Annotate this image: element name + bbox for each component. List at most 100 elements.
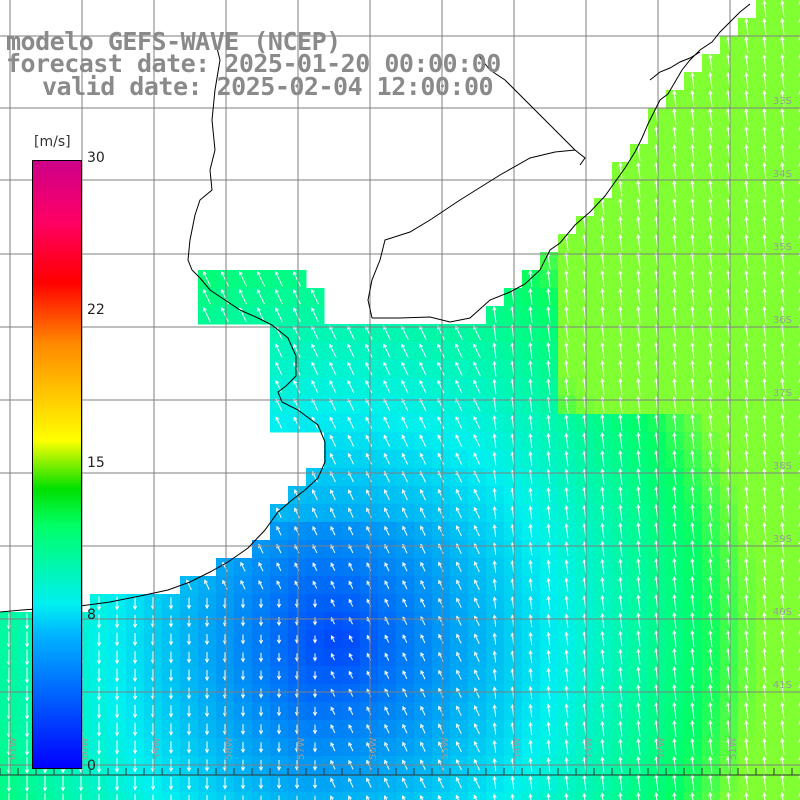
lon-label: 54W bbox=[512, 737, 523, 760]
wind-arrow bbox=[546, 703, 551, 718]
wind-arrow bbox=[492, 451, 497, 466]
wind-arrow bbox=[384, 777, 390, 788]
wind-arrow bbox=[348, 634, 353, 643]
wind-arrow bbox=[383, 343, 391, 358]
wind-arrow bbox=[762, 18, 767, 36]
wind-arrow bbox=[383, 325, 391, 340]
wind-arrow bbox=[564, 378, 569, 396]
wind-arrow bbox=[330, 562, 336, 571]
wind-arrow bbox=[672, 594, 677, 612]
wind-arrow bbox=[780, 18, 785, 36]
wind-arrow bbox=[708, 306, 713, 324]
wind-arrow bbox=[455, 416, 463, 430]
wind-arrow bbox=[690, 612, 695, 630]
wind-arrow bbox=[564, 541, 569, 556]
wind-arrow bbox=[798, 90, 800, 95]
wind-arrow bbox=[546, 505, 551, 520]
wind-cell bbox=[468, 792, 487, 800]
wind-arrow bbox=[798, 612, 800, 617]
wind-arrow bbox=[636, 180, 641, 198]
wind-arrow bbox=[204, 651, 210, 664]
wind-arrow bbox=[528, 432, 533, 449]
wind-arrow bbox=[798, 144, 800, 149]
wind-arrow bbox=[744, 378, 749, 396]
wind-arrow bbox=[492, 793, 497, 800]
wind-arrow bbox=[24, 739, 30, 756]
wind-arrow bbox=[384, 562, 390, 572]
wind-arrow bbox=[564, 595, 569, 610]
wind-arrow bbox=[762, 576, 767, 594]
wind-arrow bbox=[275, 361, 283, 376]
wind-cell bbox=[396, 792, 415, 800]
wind-arrow bbox=[780, 360, 785, 378]
wind-arrow bbox=[510, 775, 515, 790]
wind-arrow bbox=[492, 775, 497, 790]
wind-arrow bbox=[636, 198, 641, 216]
wind-arrow bbox=[96, 650, 102, 665]
wind-arrow bbox=[419, 416, 427, 430]
wind-arrow bbox=[600, 594, 605, 611]
wind-arrow bbox=[600, 720, 605, 737]
wind-cell bbox=[792, 162, 800, 181]
wind-arrow bbox=[618, 558, 623, 575]
wind-arrow bbox=[528, 505, 533, 520]
wind-arrow bbox=[798, 756, 800, 761]
wind-cell bbox=[792, 0, 800, 19]
wind-arrow bbox=[132, 596, 138, 611]
wind-arrow bbox=[798, 288, 800, 293]
wind-arrow bbox=[204, 777, 210, 790]
wind-arrow bbox=[312, 778, 318, 790]
wind-arrow bbox=[473, 579, 480, 591]
wind-arrow bbox=[708, 504, 713, 522]
wind-arrow bbox=[690, 180, 695, 198]
wind-arrow bbox=[528, 487, 533, 502]
wind-arrow bbox=[546, 487, 551, 502]
wind-arrow bbox=[168, 723, 174, 736]
wind-arrow bbox=[186, 597, 192, 610]
wind-arrow bbox=[204, 705, 210, 718]
wind-arrow bbox=[473, 415, 481, 430]
wind-arrow bbox=[546, 721, 551, 736]
wind-arrow bbox=[402, 561, 408, 572]
wind-arrow bbox=[798, 306, 800, 311]
wind-arrow bbox=[311, 380, 319, 394]
wind-arrow bbox=[744, 288, 749, 306]
wind-arrow bbox=[780, 144, 785, 162]
wind-arrow bbox=[134, 794, 136, 800]
wind-arrow bbox=[401, 507, 408, 519]
wind-arrow bbox=[348, 670, 354, 679]
wind-arrow bbox=[780, 234, 785, 252]
wind-arrow bbox=[114, 722, 120, 737]
title-model: modelo GEFS-WAVE (NCEP) bbox=[6, 27, 341, 56]
wind-arrow bbox=[294, 777, 300, 790]
wind-arrow bbox=[528, 631, 533, 646]
wind-arrow bbox=[329, 416, 337, 429]
wind-arrow bbox=[473, 361, 481, 376]
wind-arrow bbox=[600, 270, 605, 288]
wind-arrow bbox=[186, 615, 192, 628]
wind-arrow bbox=[744, 522, 749, 540]
wind-arrow bbox=[600, 792, 605, 800]
wind-arrow bbox=[600, 234, 605, 252]
wind-arrow bbox=[312, 689, 318, 698]
wind-arrow bbox=[258, 777, 264, 790]
wind-arrow bbox=[242, 795, 244, 800]
wind-arrow bbox=[744, 90, 749, 108]
wind-arrow bbox=[420, 579, 426, 590]
wind-arrow bbox=[672, 468, 677, 486]
wind-arrow bbox=[762, 594, 767, 612]
wind-arrow bbox=[528, 793, 533, 800]
wind-arrow bbox=[420, 669, 426, 680]
wind-arrow bbox=[26, 793, 28, 800]
wind-cell bbox=[792, 72, 800, 91]
wind-arrow bbox=[618, 414, 623, 432]
wind-arrow bbox=[256, 288, 265, 305]
wind-arrow bbox=[240, 598, 246, 609]
wind-arrow bbox=[365, 361, 373, 376]
wind-arrow bbox=[168, 633, 174, 646]
wind-arrow bbox=[202, 306, 211, 323]
wind-arrow bbox=[708, 558, 713, 576]
wind-arrow bbox=[744, 486, 749, 504]
wind-arrow bbox=[672, 162, 677, 180]
wind-cell bbox=[792, 36, 800, 55]
